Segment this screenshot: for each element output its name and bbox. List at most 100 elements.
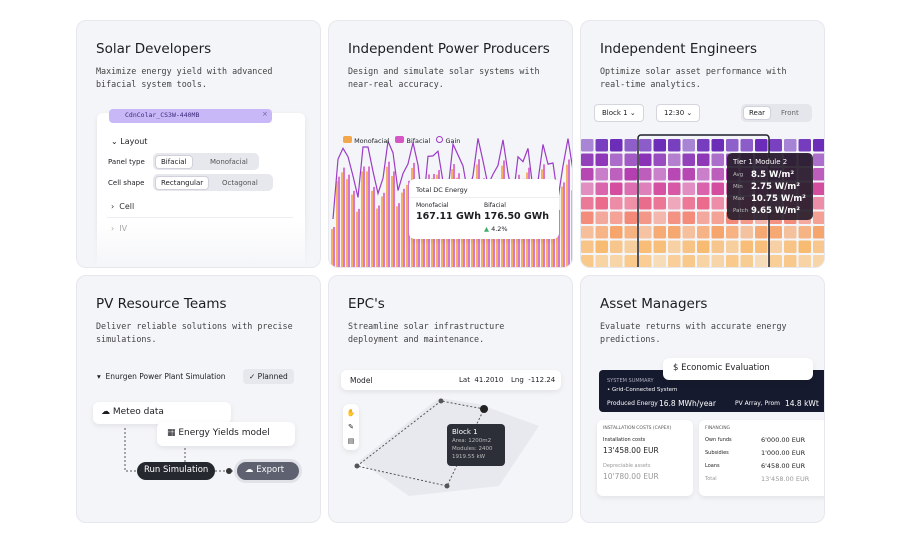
cell xyxy=(711,153,724,166)
node[interactable]: ▦ Energy Yields model xyxy=(157,422,295,446)
stat-value: 9.65 W/m² xyxy=(751,206,800,216)
summary-label: PV Array, Prom xyxy=(735,400,780,407)
cell xyxy=(697,197,710,210)
cell xyxy=(624,226,637,239)
detail: Modules: 2400 xyxy=(452,446,493,452)
row-label: Loans xyxy=(705,463,720,469)
card-description: Deliver reliable solutions with precise … xyxy=(96,321,293,344)
cell xyxy=(595,255,608,267)
bar xyxy=(571,190,572,267)
option[interactable]: Rectangular xyxy=(155,176,210,190)
cell xyxy=(711,211,724,224)
card-description: Maximize energy yield with advanced bifa… xyxy=(96,66,273,89)
bar xyxy=(366,171,368,267)
node[interactable]: ☁ Meteo data xyxy=(93,402,231,424)
cell xyxy=(813,168,824,181)
row-label: Installation costs xyxy=(603,437,646,443)
cell xyxy=(639,139,652,152)
cell xyxy=(624,153,637,166)
financing-panel: FINANCING Own funds 6'000.00 EUR Subsidies… xyxy=(699,420,824,496)
value: 167.11 GWh xyxy=(416,211,482,222)
summary-value: 14.8 kWt xyxy=(785,399,819,408)
toggle-option[interactable]: Front xyxy=(781,109,799,117)
cell xyxy=(813,182,824,195)
cell xyxy=(798,255,811,267)
search-bar[interactable]: Model Lat 41.2010 Lng -112.24 xyxy=(341,370,561,390)
label: Lng -112.24 xyxy=(511,376,555,384)
cell xyxy=(624,255,637,267)
row-value: 1'000.00 EUR xyxy=(761,449,806,457)
map xyxy=(354,398,539,496)
dropdown[interactable]: Block 1 ⌄ xyxy=(594,104,644,122)
bar xyxy=(353,190,355,267)
option[interactable]: Monofacial xyxy=(210,158,248,166)
cell xyxy=(639,226,652,239)
bar xyxy=(391,176,393,267)
bar xyxy=(363,166,365,267)
cell xyxy=(697,226,710,239)
cell xyxy=(813,211,824,224)
header-chip[interactable]: $ Economic Evaluation xyxy=(663,358,813,380)
simulation[interactable]: ▾ Enurgen Power Plant Simulation xyxy=(97,372,226,381)
bar xyxy=(381,196,383,267)
tooltip-title: Total DC Energy xyxy=(416,186,468,194)
run-button[interactable]: Run Simulation xyxy=(137,462,215,480)
module-chip[interactable]: CdnColar_CS3W-440MB xyxy=(109,109,272,123)
cell xyxy=(610,255,623,267)
cell xyxy=(697,240,710,253)
bar xyxy=(358,208,360,267)
cell xyxy=(610,182,623,195)
cell xyxy=(581,182,594,195)
cell xyxy=(726,226,739,239)
bar xyxy=(383,192,385,267)
row[interactable]: › Cell xyxy=(111,202,135,211)
cell xyxy=(813,197,824,210)
cell xyxy=(755,255,768,267)
cell xyxy=(581,226,594,239)
cell xyxy=(740,139,753,152)
cell xyxy=(740,255,753,267)
label: Lat 41.2010 xyxy=(459,376,503,384)
option[interactable]: Bifacial xyxy=(155,155,193,169)
cell xyxy=(740,240,753,253)
section[interactable]: ⌄ Layout xyxy=(111,137,148,146)
cell xyxy=(682,211,695,224)
card-description: Evaluate returns with accurate energy pr… xyxy=(600,321,787,344)
cell xyxy=(639,255,652,267)
label: Model xyxy=(350,376,373,385)
card-title: PV Resource Teams xyxy=(96,296,227,312)
option[interactable]: Octagonal xyxy=(222,179,258,187)
toggle-option[interactable]: Rear xyxy=(743,106,772,120)
row-value: 13'458.00 EUR xyxy=(603,446,659,455)
summary-value: 16.8 MWh/year xyxy=(659,399,716,408)
detail: Area: 1200m2 xyxy=(452,438,492,444)
chip-close[interactable]: × xyxy=(262,110,268,118)
cell xyxy=(653,240,666,253)
connectors xyxy=(124,428,237,474)
card: Asset Managers Evaluate returns with acc… xyxy=(580,275,825,523)
bar xyxy=(368,166,370,267)
cell xyxy=(639,168,652,181)
cell xyxy=(668,240,681,253)
legend-label: Monofacial xyxy=(354,137,390,145)
cell xyxy=(595,197,608,210)
dropdown[interactable]: 12:30 ⌄ xyxy=(656,104,701,122)
cell xyxy=(740,226,753,239)
tooltip: Tier 1 Module 2 Avg 8.5 W/m² Min 2.75 W/m² M… xyxy=(727,153,813,220)
stat-value: 8.5 W/m² xyxy=(751,170,795,180)
cell xyxy=(624,139,637,152)
card: Independent Power Producers Design and s… xyxy=(328,20,573,268)
row-label: Subsidies xyxy=(705,450,729,456)
panel-title: INSTALLATION COSTS (CAPEX) xyxy=(603,426,672,431)
row-label: Total xyxy=(705,476,717,482)
toolbar[interactable]: ✋ ✎ ▤ xyxy=(343,404,359,450)
cell xyxy=(726,255,739,267)
gain-value: 4.2% xyxy=(491,225,508,233)
stat-label: Min xyxy=(733,184,743,190)
export-button[interactable]: ☁ Export xyxy=(237,462,299,480)
cell xyxy=(755,139,768,152)
bar xyxy=(398,203,400,267)
bar xyxy=(333,227,335,267)
summary-label: Produced Energy xyxy=(607,400,658,407)
